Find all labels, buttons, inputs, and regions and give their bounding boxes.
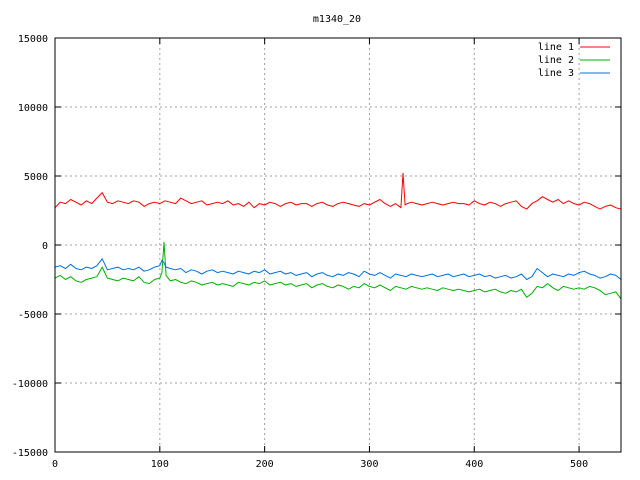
series-layer bbox=[54, 172, 622, 300]
plot-frame bbox=[54, 37, 622, 453]
legend-label-2: line 2 bbox=[538, 55, 574, 66]
legend-label-1: line 1 bbox=[538, 42, 574, 53]
legend: line 1 line 2 line 3 bbox=[538, 42, 610, 79]
series-line-1 bbox=[54, 172, 622, 210]
y-tick-label: 15000 bbox=[18, 34, 48, 45]
series-line-2 bbox=[54, 241, 622, 300]
x-tick-label: 200 bbox=[256, 459, 274, 470]
y-tick-label: -10000 bbox=[12, 379, 48, 390]
y-tick-label: 0 bbox=[42, 241, 48, 252]
chart-title: m1340_20 bbox=[313, 14, 361, 25]
x-tick-label: 0 bbox=[52, 459, 58, 470]
series-line-3 bbox=[54, 258, 622, 280]
x-tick-label: 100 bbox=[151, 459, 169, 470]
y-tick-label: -5000 bbox=[18, 310, 48, 321]
legend-label-3: line 3 bbox=[538, 68, 574, 79]
y-tick-label: -15000 bbox=[12, 448, 48, 459]
x-tick-label: 400 bbox=[465, 459, 483, 470]
x-tick-label: 500 bbox=[570, 459, 588, 470]
y-tick-label: 10000 bbox=[18, 103, 48, 114]
y-tick-label: 5000 bbox=[24, 172, 48, 183]
x-tick-label: 300 bbox=[360, 459, 378, 470]
grid-lines bbox=[55, 38, 621, 452]
